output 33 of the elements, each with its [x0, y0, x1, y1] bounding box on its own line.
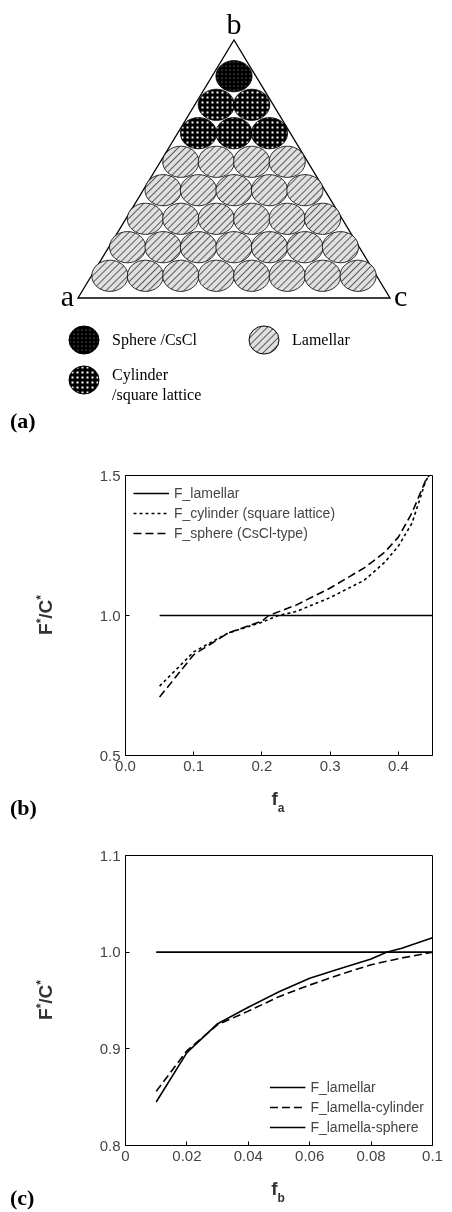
x-axis-title: f$_{a}$ — [271, 788, 285, 815]
x-tick-label: 0.2 — [251, 756, 273, 774]
text: (a) — [10, 408, 36, 433]
y-tick-label: 1.1 — [99, 846, 121, 864]
text: b — [226, 7, 242, 40]
legend-label: F_lamellar — [310, 1079, 376, 1095]
y-tick-label: 1.0 — [99, 606, 121, 624]
x-tick-label: 0.04 — [233, 1146, 263, 1164]
x-tick-label: 0.3 — [319, 756, 341, 774]
x-tick-label: 0.1 — [183, 756, 205, 774]
x-tick-label: 0.02 — [172, 1146, 202, 1164]
y-tick-label: 0.9 — [99, 1039, 121, 1057]
legend-label: F_lamellar — [174, 485, 240, 501]
text: Cylinder /square lattice — [112, 366, 202, 404]
text: c — [394, 279, 408, 312]
text: Lamellar — [292, 331, 351, 348]
x-tick-label: 0.08 — [356, 1146, 386, 1164]
legend-label: F_lamella-cylinder — [310, 1099, 424, 1115]
x-tick-label: 0 — [121, 1146, 130, 1164]
text: (c) — [10, 1185, 35, 1210]
x-axis-title: f$_{b}$ — [271, 1178, 285, 1205]
y-tick-label: 0.8 — [99, 1136, 121, 1154]
x-tick-label: 0.1 — [422, 1146, 443, 1164]
legend-label: F_sphere (CsCl-type) — [174, 525, 308, 541]
text: a — [60, 279, 74, 312]
x-tick-label: 0.4 — [387, 756, 409, 774]
text: Sphere /CsCl — [112, 331, 198, 349]
x-tick-label: 0.06 — [295, 1146, 325, 1164]
text: (b) — [10, 795, 37, 820]
legend-label: F_lamella-sphere — [310, 1119, 419, 1135]
y-tick-label: 1.5 — [99, 466, 121, 484]
legend-label: F_cylinder (square lattice) — [174, 505, 336, 521]
y-tick-label: 1.0 — [99, 943, 121, 961]
